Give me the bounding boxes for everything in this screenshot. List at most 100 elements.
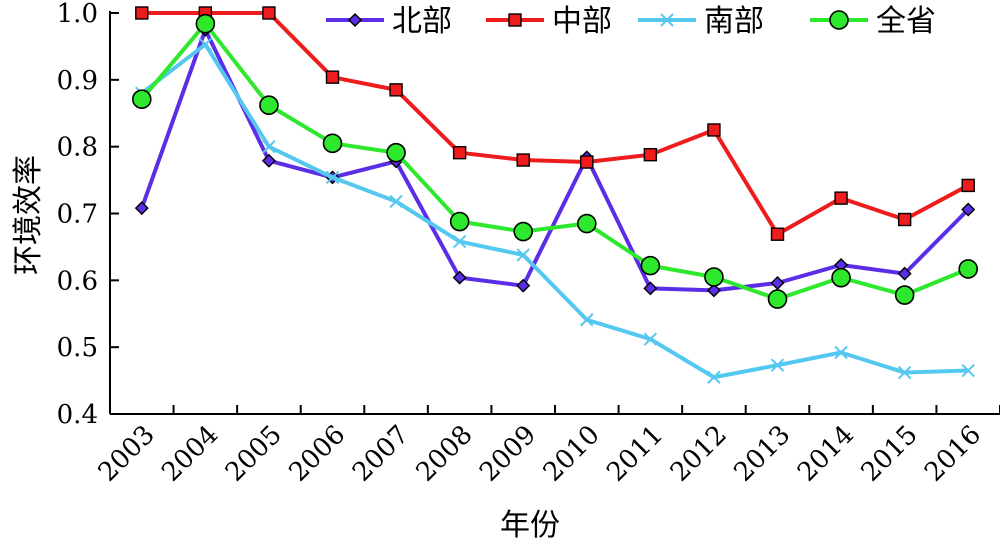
data-point-circle <box>831 267 851 288</box>
series-line <box>140 42 969 380</box>
data-point-x <box>707 370 721 384</box>
legend-item-2: 中部 <box>486 4 612 39</box>
data-point-circle <box>259 95 279 116</box>
x-axis-title: 年份 <box>500 508 560 543</box>
x-marker-stroke <box>198 37 213 52</box>
data-point-x <box>643 332 658 346</box>
data-point-diamond <box>348 13 362 27</box>
data-point-circle <box>131 89 152 110</box>
legend-item-1: 北部 <box>326 4 452 39</box>
x-tick-label: 2005 <box>220 420 288 488</box>
data-point-x <box>516 248 530 262</box>
legend-label: 南部 <box>704 4 764 39</box>
y-tick-label: 0.4 <box>57 400 98 430</box>
x-marker-stroke <box>262 139 276 154</box>
data-point-circle <box>894 285 915 305</box>
series-line <box>141 11 970 237</box>
data-point-circle <box>958 259 979 279</box>
data-point-diamond <box>452 270 467 285</box>
x-tick-label: 2013 <box>728 420 796 488</box>
data-point-diamond <box>706 283 721 298</box>
y-tick-label: 0.6 <box>57 266 98 296</box>
x-tick-label: 2016 <box>919 420 987 488</box>
data-point-square <box>508 13 522 27</box>
y-tick-label: 0.9 <box>57 66 98 96</box>
data-point-square <box>325 70 340 84</box>
data-point-diamond <box>643 281 658 296</box>
data-point-x <box>198 37 213 52</box>
data-point-diamond <box>261 153 276 168</box>
data-point-x <box>897 365 912 380</box>
x-marker-stroke <box>643 332 658 346</box>
series-2 <box>135 6 975 241</box>
series-layer <box>131 6 979 384</box>
x-marker-stroke <box>580 313 594 327</box>
data-point-circle <box>513 221 534 242</box>
data-point-circle <box>640 255 661 276</box>
data-point-x <box>389 194 403 209</box>
y-tick-label: 0.8 <box>57 133 98 163</box>
data-point-square <box>961 178 975 193</box>
data-point-square <box>707 123 721 137</box>
x-marker-stroke <box>325 170 340 185</box>
data-point-square <box>389 83 403 97</box>
data-point-circle <box>449 211 470 232</box>
series-1 <box>134 22 976 298</box>
x-tick-label: 2015 <box>856 420 924 488</box>
data-point-square <box>834 191 848 205</box>
legend: 北部 中部 南部 全省 <box>326 4 936 39</box>
data-point-diamond <box>961 202 976 217</box>
x-marker-stroke <box>452 234 467 249</box>
y-tick-label: 1.0 <box>57 0 98 29</box>
data-point-circle <box>767 289 788 309</box>
legend-item-3: 南部 <box>638 4 764 39</box>
data-point-square <box>643 147 658 162</box>
x-marker-stroke <box>516 248 530 262</box>
x-tick-label: 2010 <box>538 420 606 488</box>
data-point-circle <box>195 13 216 34</box>
data-point-x <box>325 170 340 185</box>
x-marker-stroke <box>897 365 912 380</box>
data-point-circle <box>322 133 343 154</box>
x-tick-label: 2008 <box>411 420 479 488</box>
y-tick-label: 0.7 <box>57 200 98 230</box>
x-tick-label: 2014 <box>792 420 860 488</box>
x-tick-label: 2007 <box>347 420 415 488</box>
data-point-square <box>770 227 785 241</box>
data-point-diamond <box>897 266 912 281</box>
x-marker-stroke <box>770 358 785 372</box>
data-point-square <box>262 6 276 20</box>
data-point-x <box>580 313 594 327</box>
x-tick-label: 2011 <box>601 420 669 488</box>
data-point-diamond <box>516 278 531 293</box>
x-tick-label: 2006 <box>283 420 351 488</box>
series-4 <box>131 13 979 309</box>
y-axis-title: 环境效率 <box>11 155 46 275</box>
x-tick-label: 2003 <box>93 420 161 488</box>
data-point-diamond <box>770 276 785 290</box>
data-point-x <box>262 139 276 154</box>
data-point-circle <box>576 213 597 234</box>
data-point-x <box>834 345 848 360</box>
data-point-circle <box>829 10 849 30</box>
x-tick-label: 2009 <box>474 420 542 488</box>
legend-label: 中部 <box>552 4 612 39</box>
data-point-square <box>897 212 912 227</box>
series-line <box>139 27 970 293</box>
data-point-square <box>452 145 467 160</box>
x-marker-stroke <box>707 370 721 384</box>
series-line <box>140 21 969 302</box>
data-point-x <box>961 363 975 378</box>
x-marker-stroke <box>961 363 975 378</box>
legend-label: 全省 <box>876 4 936 39</box>
data-point-x <box>770 358 785 372</box>
x-marker-stroke <box>389 194 403 209</box>
y-tick-label: 0.5 <box>57 333 98 363</box>
legend-item-4: 全省 <box>810 4 936 39</box>
data-point-circle <box>386 142 406 163</box>
data-point-diamond <box>134 201 149 216</box>
data-point-square <box>580 155 594 169</box>
x-marker-stroke <box>660 13 674 27</box>
data-point-circle <box>704 267 724 287</box>
